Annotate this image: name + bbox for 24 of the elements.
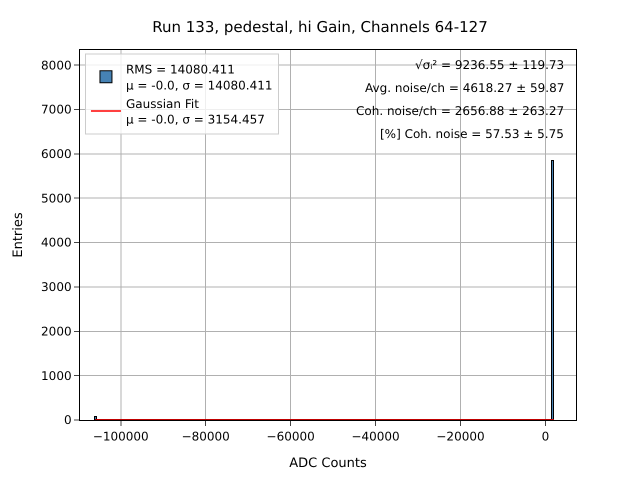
- annotation: Avg. noise/ch = 4618.27 ± 59.87: [365, 81, 564, 95]
- x-tick-label: −80000: [182, 429, 230, 444]
- y-tick-label: 7000: [41, 102, 72, 117]
- y-tick-label: 1000: [41, 368, 72, 383]
- annotation: [%] Coh. noise = 57.53 ± 5.75: [380, 127, 564, 141]
- x-tick-label: −60000: [266, 429, 315, 444]
- y-tick-label: 0: [64, 413, 72, 428]
- y-tick-label: 4000: [41, 236, 72, 250]
- x-tick-label: −40000: [351, 429, 400, 444]
- x-tick-label: 0: [542, 429, 550, 444]
- annotation: Coh. noise/ch = 2656.88 ± 263.27: [356, 104, 564, 118]
- y-tick-label: 5000: [41, 191, 72, 206]
- legend-label: RMS = 14080.411 μ = -0.0, σ = 14080.411: [126, 62, 273, 92]
- y-tick-label: 2000: [41, 324, 72, 338]
- y-axis-title: Entries: [11, 212, 26, 258]
- x-tick-label: −100000: [92, 429, 149, 444]
- chart-title: Run 133, pedestal, hi Gain, Channels 64-127: [152, 18, 488, 36]
- y-tick-label: 8000: [41, 58, 72, 72]
- x-axis-title: ADC Counts: [289, 456, 367, 471]
- y-tick-label: 6000: [41, 147, 72, 162]
- annotation: √σᵢ² = 9236.55 ± 119.73: [415, 58, 564, 72]
- y-tick-label: 3000: [41, 280, 72, 294]
- x-tick-label: −20000: [436, 429, 485, 444]
- legend-label: Gaussian Fit μ = -0.0, σ = 3154.457: [126, 96, 265, 126]
